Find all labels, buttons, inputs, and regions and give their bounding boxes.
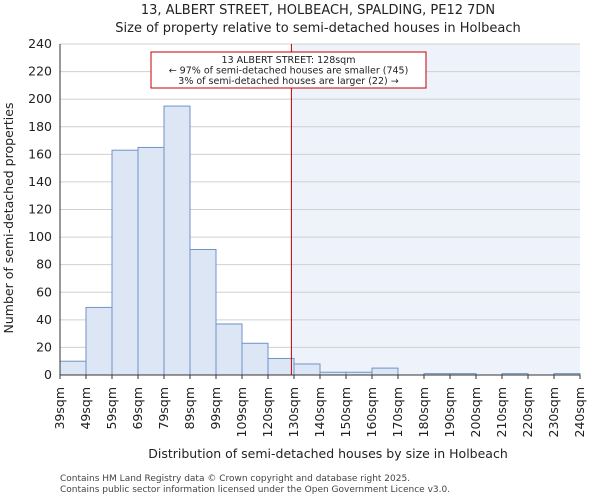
bar bbox=[111, 149, 139, 376]
plot-area: 0 20 40 60 80 100 120 140 160 180 200 220 240 39sqm 49… bbox=[28, 36, 587, 437]
bar bbox=[85, 306, 113, 376]
x-tick-label: 190sqm bbox=[442, 387, 457, 437]
x-tick-label: 180sqm bbox=[416, 387, 431, 437]
y-tick-label: 140 bbox=[28, 174, 52, 189]
annotation-line-2: ← 97% of semi-detached houses are smalle… bbox=[169, 66, 409, 77]
bar bbox=[371, 367, 399, 376]
x-axis-label: Distribution of semi-detached houses by … bbox=[148, 446, 508, 461]
x-tick-label: 150sqm bbox=[338, 387, 353, 437]
bar bbox=[241, 342, 269, 376]
bar bbox=[215, 323, 243, 376]
y-tick-label: 100 bbox=[28, 229, 52, 244]
y-tick-label: 40 bbox=[36, 312, 52, 327]
x-tick-label: 89sqm bbox=[182, 387, 197, 430]
x-tick-label: 160sqm bbox=[364, 387, 379, 437]
x-tick-label: 69sqm bbox=[130, 387, 145, 430]
x-tick-label: 230sqm bbox=[546, 387, 561, 437]
y-tick-label: 120 bbox=[28, 202, 52, 217]
x-tick-label: 79sqm bbox=[156, 387, 171, 430]
y-tick-label: 0 bbox=[44, 367, 52, 382]
y-axis-label: Number of semi-detached properties bbox=[1, 103, 16, 334]
bar bbox=[59, 360, 87, 376]
x-tick-label: 140sqm bbox=[312, 387, 327, 437]
y-tick-label: 80 bbox=[36, 257, 52, 272]
y-tick-label: 60 bbox=[36, 284, 52, 299]
footer-line-2: Contains public sector information licen… bbox=[60, 485, 451, 495]
x-tick-label: 220sqm bbox=[520, 387, 535, 437]
bar bbox=[267, 357, 295, 376]
y-tick-label: 220 bbox=[28, 64, 52, 79]
annotation-box bbox=[150, 51, 427, 89]
chart-title: 13, ALBERT STREET, HOLBEACH, SPALDING, P… bbox=[141, 3, 495, 18]
x-tick-label: 240sqm bbox=[572, 387, 587, 437]
bar bbox=[137, 146, 165, 376]
chart-subtitle: Size of property relative to semi-detach… bbox=[115, 21, 520, 36]
x-tick-label: 49sqm bbox=[78, 387, 93, 430]
bar bbox=[189, 248, 217, 376]
x-tick-label: 109sqm bbox=[234, 387, 249, 437]
y-tick-label: 160 bbox=[28, 146, 52, 161]
x-tick-label: 170sqm bbox=[390, 387, 405, 437]
annotation-line-3: 3% of semi-detached houses are larger (2… bbox=[178, 76, 398, 87]
footer-line-1: Contains HM Land Registry data © Crown c… bbox=[60, 474, 411, 484]
bar bbox=[293, 363, 321, 376]
x-tick-label: 99sqm bbox=[208, 387, 223, 430]
annotation-line-1: 13 ALBERT STREET: 128sqm bbox=[222, 55, 356, 66]
x-tick-label: 59sqm bbox=[104, 387, 119, 430]
x-tick-label: 130sqm bbox=[286, 387, 301, 437]
x-tick-label: 200sqm bbox=[468, 387, 483, 437]
y-tick-label: 20 bbox=[36, 339, 52, 354]
x-tick-label: 210sqm bbox=[494, 387, 509, 437]
x-tick-label: 39sqm bbox=[52, 387, 67, 430]
y-tick-label: 240 bbox=[28, 36, 52, 51]
x-tick-label: 120sqm bbox=[260, 387, 275, 437]
bar bbox=[163, 105, 191, 376]
y-tick-label: 200 bbox=[28, 91, 52, 106]
y-tick-label: 180 bbox=[28, 119, 52, 134]
